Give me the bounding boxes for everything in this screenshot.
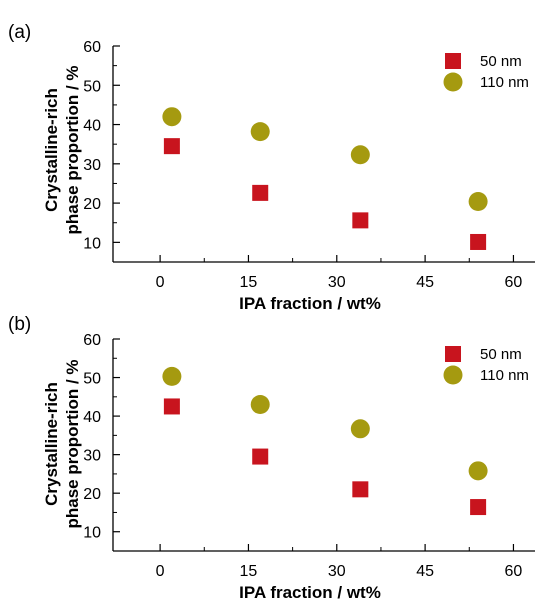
legend-marker-circle: [443, 72, 463, 92]
y-tick-label: 20: [83, 196, 101, 213]
panel-b: (b) 10 20 30 40 50 60 0 15 30 45 60 IPA fraction / w…: [8, 314, 535, 600]
x-tick-label: 15: [240, 274, 258, 291]
data-point-square: [470, 499, 487, 516]
x-tick-label: 0: [156, 274, 165, 291]
data-point-square: [352, 212, 369, 229]
y-axis-title-line: phase proportion / %: [63, 359, 82, 528]
y-tick-label: 50: [83, 371, 101, 388]
y-axis-title-line: Crystalline-rich: [42, 88, 61, 212]
y-tick-label: 30: [83, 448, 101, 465]
y-tick-label: 50: [83, 78, 101, 95]
data-point-square: [163, 398, 180, 415]
x-tick-label: 60: [505, 563, 523, 580]
y-tick-label: 30: [83, 157, 101, 174]
data-point-square: [252, 448, 269, 465]
data-point-circle: [250, 395, 270, 415]
legend-marker-square: [445, 53, 461, 69]
data-point-circle: [162, 366, 182, 386]
y-tick-label: 60: [83, 39, 101, 56]
data-point-square: [163, 138, 180, 155]
x-tick-label: 45: [416, 274, 434, 291]
x-tick-label: 30: [328, 274, 346, 291]
y-tick-label: 40: [83, 118, 101, 135]
y-tick-label: 60: [83, 332, 101, 349]
y-tick-label: 20: [83, 486, 101, 503]
x-tick-label: 0: [156, 563, 165, 580]
legend-label: 50 nm: [480, 346, 522, 363]
data-point-square: [352, 481, 369, 498]
x-axis-title: IPA fraction / wt%: [239, 294, 381, 313]
legend-marker-circle: [443, 365, 463, 385]
legend-label: 110 nm: [480, 367, 529, 384]
panel-label: (b): [8, 314, 31, 335]
y-axis-title-line: phase proportion / %: [63, 65, 82, 234]
data-point-circle: [350, 145, 370, 165]
y-tick-label: 10: [83, 525, 101, 542]
y-axis-title-line: Crystalline-rich: [42, 382, 61, 506]
data-point-circle: [162, 107, 182, 127]
x-tick-label: 60: [505, 274, 523, 291]
legend-marker-square: [445, 346, 461, 362]
data-point-circle: [350, 419, 370, 439]
data-point-square: [252, 184, 269, 201]
panel-a: (a) 10 20 30 40 50 60 0 15 30 45 60 IPA fraction / w…: [8, 22, 535, 313]
data-point-circle: [468, 192, 488, 212]
x-axis-title: IPA fraction / wt%: [239, 583, 381, 600]
x-tick-label: 15: [240, 563, 258, 580]
data-point-circle: [250, 122, 270, 142]
x-tick-label: 30: [328, 563, 346, 580]
x-tick-label: 45: [416, 563, 434, 580]
panel-label: (a): [8, 22, 31, 43]
legend-label: 50 nm: [480, 53, 522, 70]
data-point-square: [470, 233, 487, 250]
y-tick-label: 10: [83, 235, 101, 252]
data-point-circle: [468, 461, 488, 481]
y-tick-label: 40: [83, 409, 101, 426]
legend-label: 110 nm: [480, 74, 529, 91]
